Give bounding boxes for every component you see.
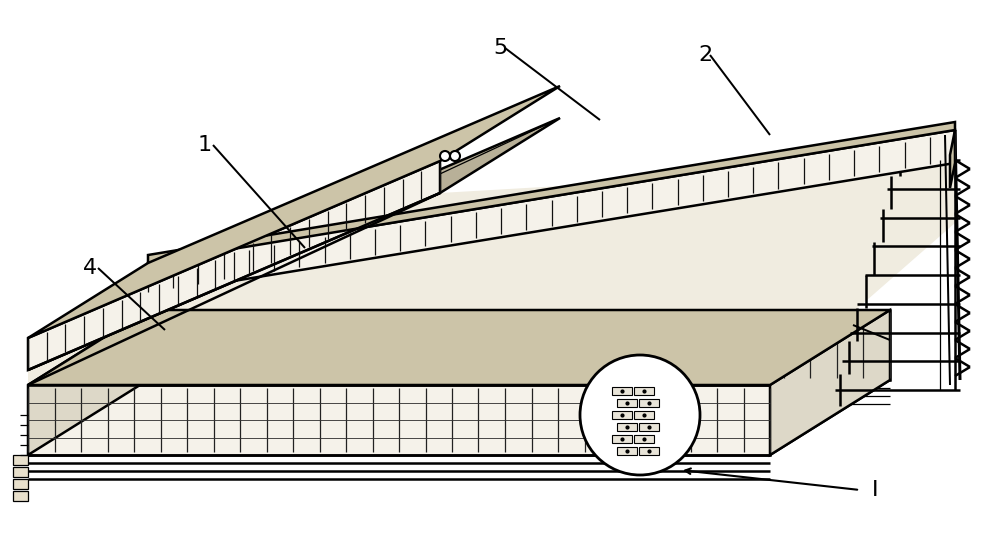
FancyBboxPatch shape <box>634 387 654 395</box>
Polygon shape <box>28 380 890 455</box>
FancyBboxPatch shape <box>639 399 659 407</box>
Text: 1: 1 <box>198 135 212 155</box>
Polygon shape <box>148 310 890 380</box>
FancyBboxPatch shape <box>634 435 654 443</box>
Text: 5: 5 <box>493 38 507 58</box>
Polygon shape <box>13 455 28 465</box>
FancyBboxPatch shape <box>617 447 637 455</box>
Polygon shape <box>148 130 955 295</box>
Polygon shape <box>13 479 28 489</box>
Polygon shape <box>28 310 148 455</box>
Text: I: I <box>872 480 878 500</box>
Text: 6: 6 <box>841 315 855 335</box>
FancyBboxPatch shape <box>639 447 659 455</box>
Text: 4: 4 <box>83 258 97 278</box>
Polygon shape <box>28 161 440 370</box>
Polygon shape <box>13 491 28 501</box>
Polygon shape <box>13 467 28 477</box>
FancyBboxPatch shape <box>612 411 632 419</box>
Polygon shape <box>148 122 955 263</box>
Circle shape <box>580 355 700 475</box>
Polygon shape <box>28 310 890 385</box>
FancyBboxPatch shape <box>617 423 637 431</box>
Text: 2: 2 <box>698 45 712 65</box>
FancyBboxPatch shape <box>634 411 654 419</box>
Polygon shape <box>28 385 770 455</box>
Polygon shape <box>28 118 560 370</box>
Polygon shape <box>950 130 955 188</box>
FancyBboxPatch shape <box>639 423 659 431</box>
FancyBboxPatch shape <box>617 399 637 407</box>
Polygon shape <box>28 163 955 385</box>
Circle shape <box>450 151 460 161</box>
Circle shape <box>440 151 450 161</box>
FancyBboxPatch shape <box>612 387 632 395</box>
Polygon shape <box>770 310 890 455</box>
FancyBboxPatch shape <box>612 435 632 443</box>
Polygon shape <box>28 86 560 338</box>
